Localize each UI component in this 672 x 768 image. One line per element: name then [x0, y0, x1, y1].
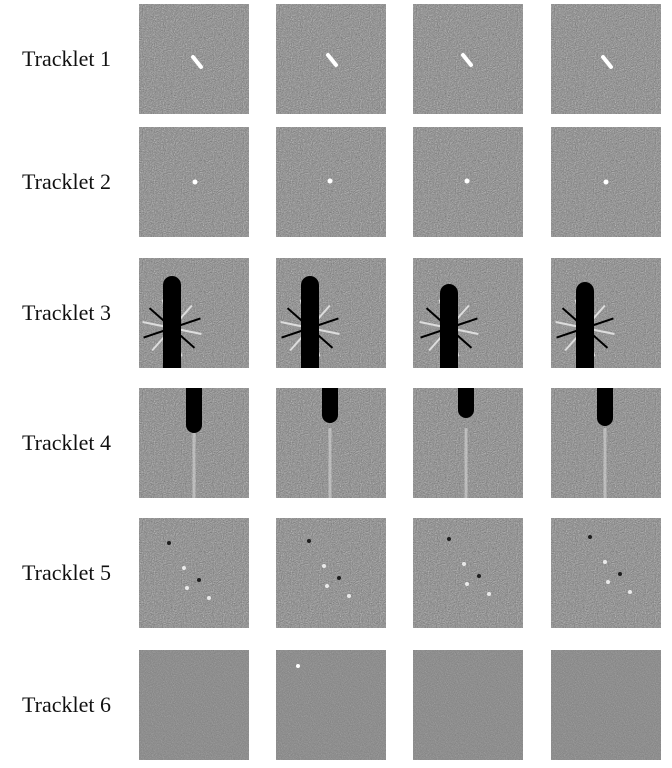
image-cutout — [139, 518, 249, 628]
image-cutout — [276, 4, 386, 114]
artifact-mark — [465, 582, 469, 586]
artifact-mark — [307, 539, 311, 543]
streak-mark — [191, 55, 203, 69]
bleed-mask — [597, 388, 613, 426]
streak-mark — [326, 53, 338, 67]
artifact-mark — [325, 584, 329, 588]
image-cutout — [139, 258, 249, 368]
image-cutout — [413, 127, 523, 237]
artifact-mark — [588, 535, 592, 539]
saturated-star-mask — [301, 276, 319, 368]
tracklet-label: Tracklet 6 — [22, 692, 112, 717]
streak-mark — [461, 53, 473, 67]
bleed-trail-mark — [328, 428, 332, 498]
image-cutout — [276, 388, 386, 498]
image-cutout — [139, 650, 249, 760]
bleed-mask — [186, 388, 202, 433]
bleed-trail-mark — [603, 428, 607, 498]
saturated-star-mask — [163, 276, 181, 368]
bleed-mask — [458, 388, 474, 418]
artifact-mark — [462, 562, 466, 566]
artifact-mark — [628, 590, 632, 594]
tracklet-row: Tracklet 1 — [0, 4, 672, 114]
image-cutout — [276, 127, 386, 237]
image-cutout — [139, 388, 249, 498]
bleed-mask — [322, 388, 338, 423]
artifact-mark — [185, 586, 189, 590]
point-source-mark — [603, 179, 609, 185]
tracklet-label: Tracklet 3 — [22, 300, 112, 325]
tracklet-row: Tracklet 2 — [0, 127, 672, 237]
bleed-trail-mark — [192, 428, 196, 498]
image-cutout — [413, 650, 523, 760]
artifact-mark — [197, 578, 201, 582]
image-cutout — [413, 388, 523, 498]
artifact-mark — [337, 576, 341, 580]
artifact-mark — [182, 566, 186, 570]
artifact-mark — [477, 574, 481, 578]
point-source-mark — [192, 179, 198, 185]
saturated-star-mask — [440, 284, 458, 368]
image-cutout — [276, 258, 386, 368]
image-cutout — [551, 650, 661, 760]
artifact-mark — [207, 596, 211, 600]
artifact-mark — [347, 594, 351, 598]
image-cutout — [276, 518, 386, 628]
artifact-mark — [487, 592, 491, 596]
artifact-mark — [322, 564, 326, 568]
tracklet-row: Tracklet 5 — [0, 518, 672, 628]
artifact-mark — [603, 560, 607, 564]
streak-mark — [601, 55, 613, 69]
artifact-mark — [447, 537, 451, 541]
artifact-mark — [167, 541, 171, 545]
tracklet-row: Tracklet 3 — [0, 258, 672, 368]
image-cutout — [413, 258, 523, 368]
tracklet-row: Tracklet 6 — [0, 650, 672, 760]
saturated-star-mask — [576, 282, 594, 368]
image-cutout — [551, 388, 661, 498]
image-cutout — [413, 4, 523, 114]
tracklet-row: Tracklet 4 — [0, 388, 672, 498]
tracklet-label: Tracklet 2 — [22, 169, 112, 194]
image-cutout — [551, 258, 661, 368]
image-cutout — [551, 4, 661, 114]
image-cutout — [276, 650, 386, 760]
image-cutout — [139, 4, 249, 114]
point-source-mark — [327, 178, 333, 184]
tracklet-label: Tracklet 1 — [22, 46, 112, 71]
image-cutout — [413, 518, 523, 628]
bleed-trail-mark — [464, 428, 468, 498]
image-cutout — [551, 518, 661, 628]
artifact-mark — [296, 664, 300, 668]
image-cutout — [551, 127, 661, 237]
tracklet-label: Tracklet 5 — [22, 560, 112, 585]
artifact-mark — [618, 572, 622, 576]
artifact-mark — [606, 580, 610, 584]
tracklet-label: Tracklet 4 — [22, 430, 112, 455]
point-source-mark — [464, 178, 470, 184]
image-cutout — [139, 127, 249, 237]
